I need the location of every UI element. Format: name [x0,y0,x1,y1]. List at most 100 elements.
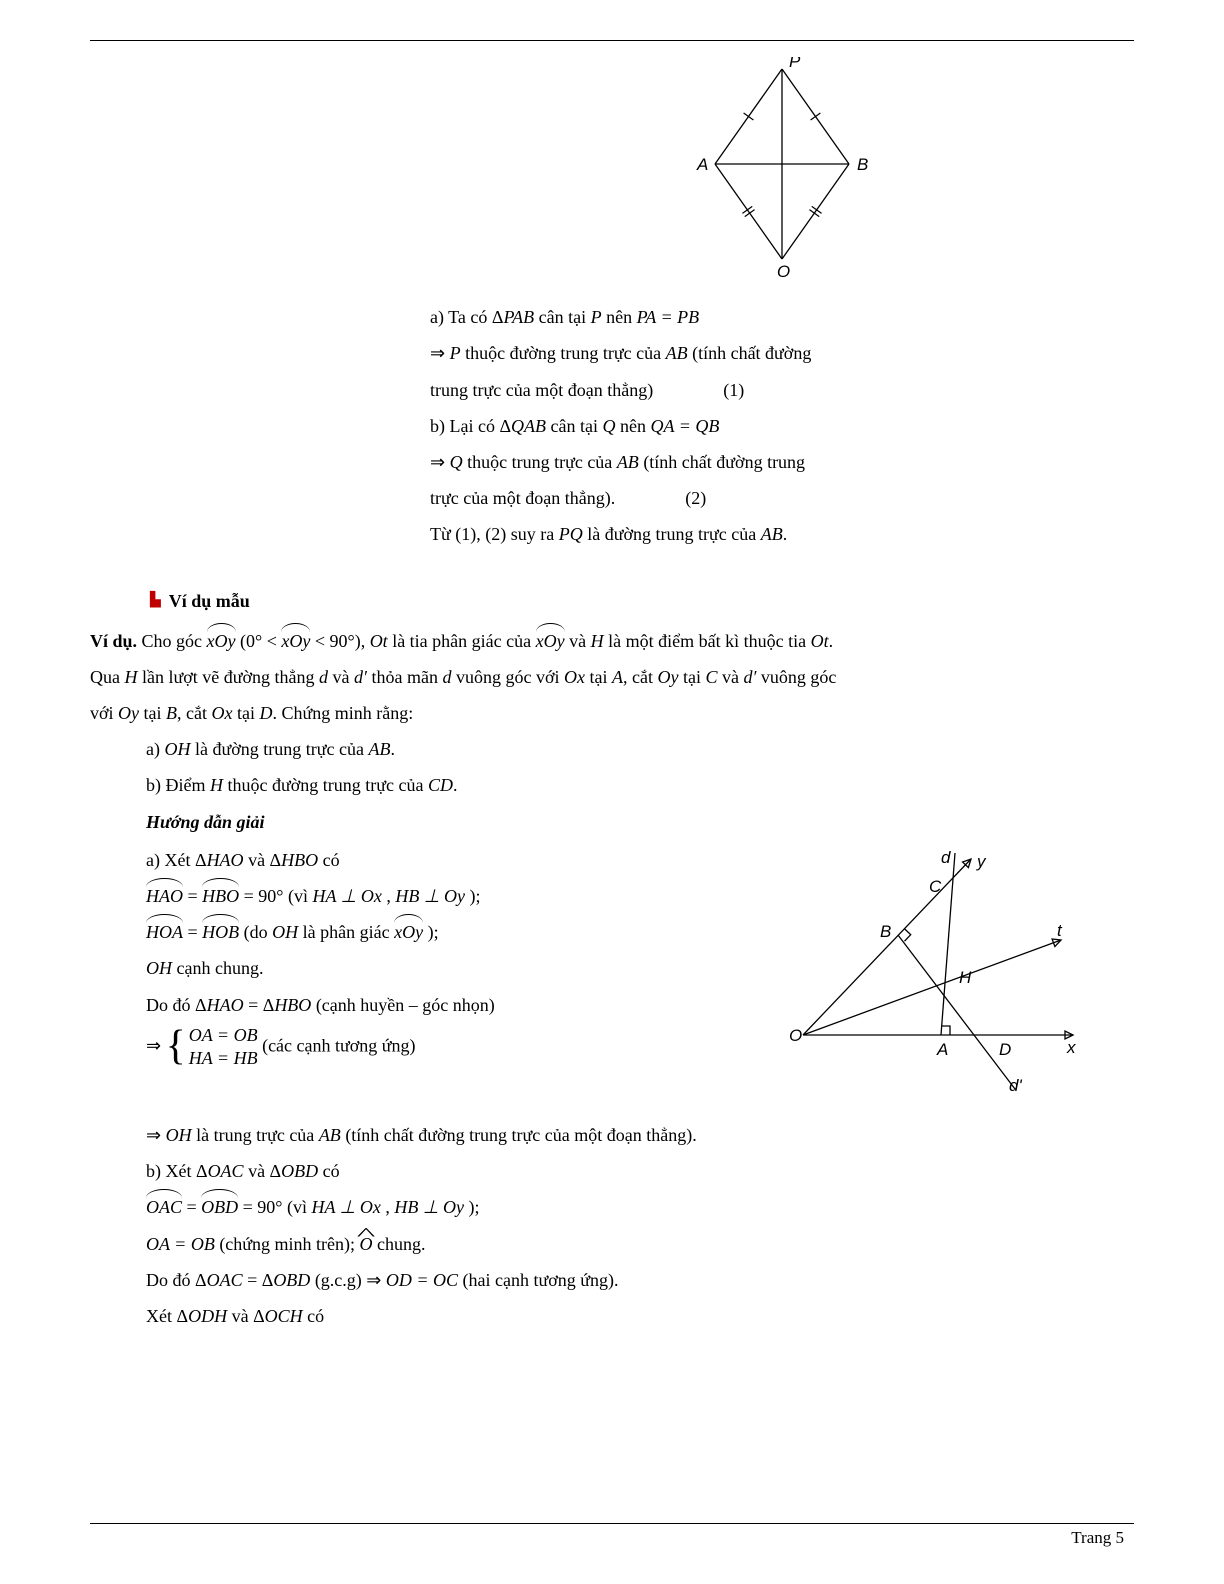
t: là trung trực của [192,1125,319,1145]
t: và [717,667,743,687]
seg: AB [761,524,783,544]
top-right-column: PQAB a) Ta có ΔPAB cân tại P nên PA = PB… [430,55,1134,554]
svg-text:d: d [941,848,951,867]
pt: C [705,667,717,687]
t: và [328,667,354,687]
t: , [382,886,396,906]
t: thuộc đường trung trực của [223,775,428,795]
t: . [453,775,458,795]
t: . [829,631,834,651]
arrow: ⇒ [430,343,450,363]
sol-l9: OAC = OBD = 90° (vì HA ⊥ Ox , HB ⊥ Oy ); [146,1190,1134,1224]
tri: HBO [281,850,318,870]
seg: AB [666,343,688,363]
txt: thuộc trung trực của [463,452,617,472]
proof1-line-b2: ⇒ Q thuộc trung trực của AB (tính chất đ… [430,445,1134,479]
t: tại [233,703,260,723]
section-title-text: Ví dụ mẫu [169,584,250,618]
t: (chứng minh trên); [215,1234,360,1254]
ang: xOy [394,915,423,949]
guide-title-text: Hướng dẫn giải [146,812,264,832]
t: Cho góc [137,631,207,651]
t: cạnh chung. [172,958,263,978]
guide-title: Hướng dẫn giải [146,805,1134,839]
proof1-line-b1: b) Lại có ΔQAB cân tại Q nên QA = QB [430,409,1134,443]
example-qb: b) Điểm H thuộc đường trung trực của CD. [146,768,1134,802]
txt: nên [602,307,637,327]
eq: QA = QB [651,416,720,436]
txt: cân tại [546,416,602,436]
seg: OH [146,958,172,978]
t: = [183,886,202,906]
t: vuông góc với [451,667,564,687]
line: d′ [743,667,756,687]
brace-icon: { [166,1028,189,1066]
sol-l10: OA = OB (chứng minh trên); O chung. [146,1227,1134,1261]
proof1-line-c: Từ (1), (2) suy ra PQ là đường trung trự… [430,517,1134,551]
ray: Ot [370,631,388,651]
ang: HOB [202,915,239,949]
example-p2: Qua H lần lượt vẽ đường thẳng d và d′ th… [90,660,1134,694]
ang: HAO [146,879,183,913]
svg-text:d': d' [1009,1076,1022,1095]
t: b) Điểm [146,775,210,795]
txt: (tính chất đường [688,343,812,363]
sol-l1: a) Xét ΔHAO và ΔHBO có [146,843,719,877]
t: (0° < [236,631,282,651]
example-p1: Ví dụ. Cho góc xOy (0° < xOy < 90°), Ot … [90,624,1134,658]
t: thỏa mãn [367,667,442,687]
t: tại [139,703,166,723]
t: và Δ [244,1161,282,1181]
solution-text-col: a) Xét ΔHAO và ΔHBO có HAO = HBO = 90° (… [146,841,719,1073]
eq: OA = OB [146,1234,215,1254]
bullet-icon: ▙ [150,594,161,608]
svg-text:P: P [789,57,801,71]
t: ); [423,922,439,942]
axis: Oy [118,703,139,723]
proof1-line-a2: ⇒ P thuộc đường trung trực của AB (tính … [430,336,1134,370]
svg-text:H: H [959,968,972,987]
txt: nên [616,416,651,436]
t: = Δ [243,1270,274,1290]
page-bottom-rule [90,1523,1134,1524]
t: ); [465,886,481,906]
seg: OH [272,922,298,942]
t: là đường trung trực của [190,739,368,759]
t: là một điểm bất kì thuộc tia [604,631,811,651]
pt: A [612,667,623,687]
brace-system: { OA = OB HA = HB [166,1024,258,1071]
t: là phân giác [298,922,394,942]
txt: Từ (1), (2) suy ra [430,524,559,544]
sol-l7: ⇒ OH là trung trực của AB (tính chất đườ… [146,1118,1134,1152]
svg-text:A: A [696,155,708,174]
ref2: (2) [685,488,706,508]
seg: AB [319,1125,341,1145]
ref1: (1) [723,380,744,400]
txt: a) Ta có Δ [430,307,503,327]
sol-l5: Do đó ΔHAO = ΔHBO (cạnh huyền – góc nhọn… [146,988,719,1022]
t: Qua [90,667,125,687]
sol-l4: OH cạnh chung. [146,951,719,985]
perp: HA ⊥ Ox [312,1197,381,1217]
t: = Δ [244,995,275,1015]
seg: AB [368,739,390,759]
t: (do [239,922,272,942]
tri: QAB [511,416,546,436]
sol-l6: ⇒ { OA = OB HA = HB (các cạnh tương ứng) [146,1024,719,1071]
t: = [183,922,202,942]
sol-l8: b) Xét ΔOAC và ΔOBD có [146,1154,1134,1188]
perp: HA ⊥ Ox [313,886,382,906]
t: , cắt [623,667,657,687]
eq1: OA = OB [189,1024,258,1047]
t: a) [146,739,164,759]
arrow: ⇒ [146,1125,166,1145]
angle-xoy: xOy [207,624,236,658]
t: (vì [284,886,313,906]
ang: OBD [201,1190,238,1224]
tri: OAC [207,1270,243,1290]
t: = 90° [239,886,283,906]
axis: Oy [657,667,678,687]
t: có [318,850,340,870]
example-p3: với Oy tại B, cắt Ox tại D. Chứng minh r… [90,696,1134,730]
section-heading: ▙ Ví dụ mẫu [150,584,1134,618]
